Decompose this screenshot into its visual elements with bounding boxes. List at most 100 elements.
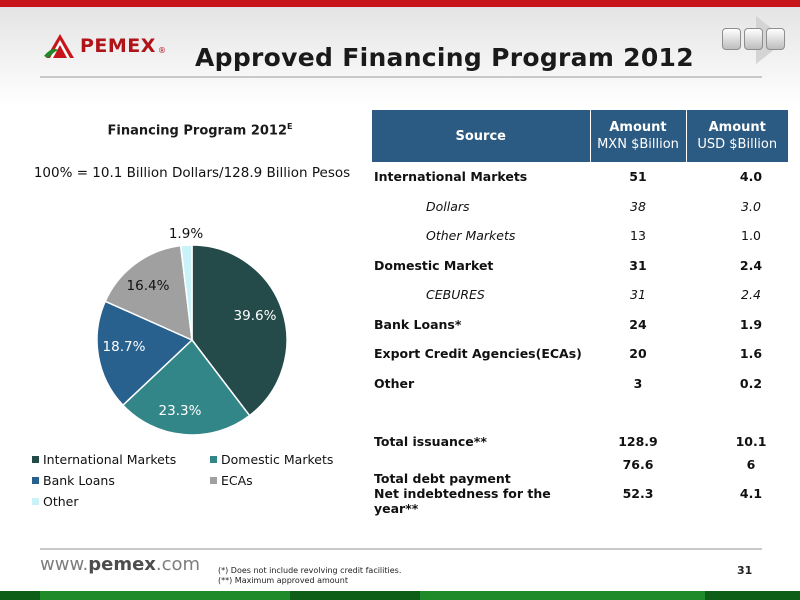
row-mxn: 31 [630, 287, 646, 303]
pie-data-label: 16.4% [127, 278, 170, 294]
row-usd: 4.0 [739, 169, 763, 185]
pie-data-label: 39.6% [234, 308, 277, 324]
pie-slice-domestic-markets [121, 338, 251, 436]
row-mxn: 24 [629, 316, 647, 332]
chart-title-superscript: E [287, 122, 293, 131]
chart-title-text: Financing Program 2012 [107, 123, 287, 139]
legend-label: Bank Loans [43, 473, 115, 488]
header-source: Source [372, 110, 591, 162]
legend-swatch [210, 456, 217, 463]
page-number: 31 [737, 564, 753, 577]
pie-slice-ecas [104, 244, 193, 342]
spacer-cell [372, 398, 590, 427]
legend-label: Domestic Markets [221, 452, 334, 467]
financing-table: Source Amount MXN $Billion Amount USD $B… [372, 110, 788, 516]
pie-slice-other [179, 244, 193, 341]
header-mxn: Amount MXN $Billion [590, 110, 687, 162]
pie-slice-bank-loans [96, 300, 194, 407]
row-source: Export Credit Agencies(ECAs) [374, 346, 582, 362]
table-row: Bank Loans* 24 1.9 [372, 310, 788, 340]
slide-title: Approved Financing Program 2012 [195, 43, 694, 72]
row-source: Net indebtedness for the year** [374, 486, 551, 516]
legend-label: Other [43, 494, 79, 509]
pie-data-label: 1.9% [169, 226, 203, 242]
chart-subtitle: 100% = 10.1 Billion Dollars/128.9 Billio… [33, 165, 351, 181]
pie-data-label: 18.7% [103, 339, 146, 355]
footer-divider [40, 548, 762, 550]
top-red-bar [0, 0, 800, 7]
bottom-bar-accent [705, 591, 800, 600]
spacer-cell [686, 398, 788, 427]
row-mxn: 31 [629, 257, 647, 273]
legend-swatch [210, 477, 217, 484]
table-spacer-row [372, 398, 788, 427]
legend-swatch [32, 498, 39, 505]
row-usd: 2.4 [739, 257, 763, 273]
row-source: Other Markets [426, 228, 516, 244]
footer-url: www.pemex.com [40, 554, 200, 575]
footer-url-prefix: www. [40, 554, 89, 575]
row-source: Total debt payment [374, 471, 511, 486]
row-mxn: 20 [629, 346, 647, 362]
pemex-logo: PEMEX ® [42, 26, 192, 66]
table-row: Other 3 0.2 [372, 369, 788, 399]
footnote-1: (*) Does not include revolving credit fa… [218, 566, 402, 575]
footnotes: (*) Does not include revolving credit fa… [218, 566, 401, 586]
nav-box-2 [744, 28, 763, 50]
row-mxn: 76.6 [622, 456, 654, 472]
row-usd: 4.1 [739, 486, 763, 501]
legend-label: International Markets [43, 452, 177, 467]
row-source: CEBURES [426, 287, 485, 303]
header-band [0, 7, 800, 107]
row-mxn: 13 [630, 228, 646, 244]
row-mxn: 52.3 [622, 486, 654, 501]
table-row: Net indebtedness for the year** 52.3 4.1 [372, 486, 788, 516]
nav-box-3 [766, 28, 785, 50]
legend-item: Bank Loans [32, 473, 115, 488]
spacer-cell [590, 398, 686, 427]
row-source: Domestic Market [374, 257, 494, 273]
row-source: Bank Loans* [374, 316, 462, 332]
legend-swatch [32, 456, 39, 463]
table-row: Domestic Market 31 2.4 [372, 251, 788, 281]
row-source: Dollars [426, 198, 470, 214]
bottom-bar-accent [290, 591, 420, 600]
header-usd: Amount USD $Billion [686, 110, 788, 162]
row-usd: 2.4 [741, 287, 761, 303]
row-usd: 1.6 [739, 346, 763, 362]
header-mxn-line1: Amount [609, 120, 667, 135]
header-usd-line2: USD $Billion [697, 137, 778, 152]
table-row: Total issuance** 128.9 10.1 [372, 427, 788, 457]
row-mxn: 128.9 [618, 434, 658, 450]
table-row: Other Markets 13 1.0 [372, 221, 788, 251]
legend-item: ECAs [210, 473, 253, 488]
legend-item: Domestic Markets [210, 452, 333, 467]
legend-swatch [32, 477, 39, 484]
row-usd: 0.2 [739, 375, 763, 391]
legend-item: Other [32, 494, 79, 509]
header-usd-line1: Amount [708, 120, 766, 135]
row-usd: 6 [746, 456, 756, 472]
row-usd: 1.9 [739, 316, 763, 332]
footer-url-brand: pemex [88, 554, 156, 575]
table-row: Export Credit Agencies(ECAs) 20 1.6 [372, 339, 788, 369]
bottom-green-bar [0, 591, 800, 600]
table-row: Total debt payment 76.6 6 [372, 457, 788, 487]
row-usd: 3.0 [741, 198, 761, 214]
nav-box-1 [722, 28, 741, 50]
row-mxn: 3 [633, 375, 643, 391]
legend-label: ECAs [221, 473, 253, 488]
table-row: Dollars 38 3.0 [372, 192, 788, 222]
row-mxn: 51 [629, 169, 647, 185]
table-header-row: Source Amount MXN $Billion Amount USD $B… [372, 110, 788, 162]
row-source: Other [374, 375, 415, 391]
row-usd: 10.1 [735, 434, 767, 450]
legend-item: International Markets [32, 452, 176, 467]
chart-title: Financing Program 2012E [40, 122, 360, 138]
pie-slice-international-markets [191, 244, 288, 417]
nav-decoration [716, 14, 788, 66]
row-source: Total issuance** [374, 434, 487, 450]
table-row: International Markets 51 4.0 [372, 162, 788, 192]
row-mxn: 38 [630, 198, 646, 214]
header-mxn-line2: MXN $Billion [597, 137, 679, 152]
